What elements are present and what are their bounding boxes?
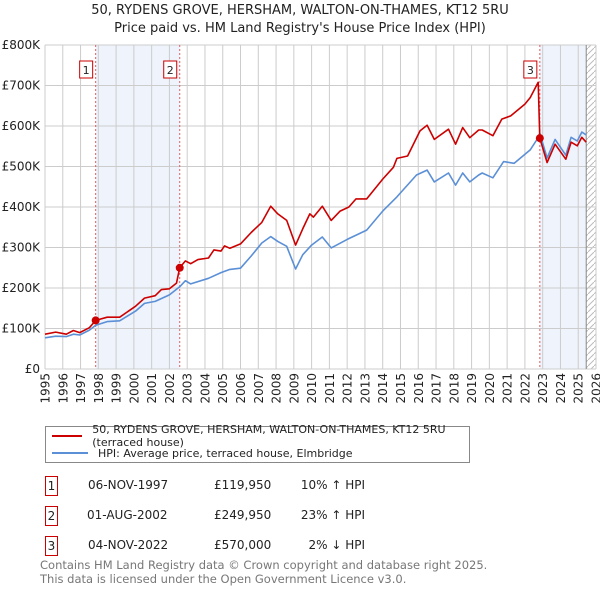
footer-licence: This data is licensed under the Open Gov… [40,572,407,586]
transaction-price: £249,950 [214,508,272,522]
x-tick-label: 1997 [74,373,88,404]
sale-marker-box [163,60,178,79]
x-tick-label: 2001 [145,373,159,404]
transaction-date: 04-NOV-2022 [88,538,169,552]
x-tick-label: 2013 [358,373,372,404]
x-tick-label: 2005 [216,373,230,404]
sale-marker-box [79,60,94,79]
x-tick-label: 2019 [465,373,479,404]
sale-point [535,134,544,143]
chart-subtitle: Price paid vs. HM Land Registry's House … [114,21,486,36]
sale-point [175,263,184,272]
sale-point [91,316,100,325]
x-tick-label: 2012 [341,373,355,404]
y-tick-label: £0 [25,362,40,376]
transaction-hpi: 10% ↑ HPI [300,478,365,492]
sale-marker-label: 2 [167,64,174,77]
x-tick-label: 2017 [430,373,444,404]
x-tick-label: 2004 [198,373,212,404]
x-tick-label: 2009 [287,373,301,404]
x-tick-label: 2023 [536,373,550,404]
x-tick-label: 2018 [447,373,461,404]
property-price-line [44,81,587,335]
x-tick-label: 1995 [39,373,53,404]
x-tick-label: 2025 [572,373,586,404]
x-tick-label: 2003 [181,373,195,404]
x-tick-label: 2014 [376,373,390,404]
legend-label: 50, RYDENS GROVE, HERSHAM, WALTON-ON-THA… [92,423,446,449]
chart-title: 50, RYDENS GROVE, HERSHAM, WALTON-ON-THA… [91,3,509,18]
legend: 50, RYDENS GROVE, HERSHAM, WALTON-ON-THA… [45,423,470,463]
marker-number: 1 [45,476,58,496]
legend-label: HPI: Average price, terraced house, Elmb… [98,446,353,460]
x-tick-label: 2011 [323,373,337,404]
transaction-hpi: 23% ↑ HPI [300,508,365,522]
hpi-line [44,131,587,339]
legend-blue-line [52,452,88,454]
x-tick-label: 2022 [518,373,532,404]
sale-marker-label: 3 [527,64,534,77]
x-tick-label: 2010 [305,373,319,404]
y-tick-label: £300K [2,241,42,255]
footer-copyright: Contains HM Land Registry data © Crown c… [40,558,488,572]
transaction-date: 01-AUG-2002 [87,508,168,522]
x-tick-label: 2007 [252,373,266,404]
x-tick-label: 2021 [501,373,515,404]
x-tick-label: 2026 [590,373,600,404]
x-tick-label: 2002 [163,373,177,404]
marker-number: 2 [45,506,58,526]
y-tick-label: £400K [2,200,42,214]
sale-marker-box [523,60,538,79]
x-tick-label: 1998 [92,373,106,404]
transaction-date: 06-NOV-1997 [88,478,169,492]
x-tick-label: 2016 [412,373,426,404]
x-tick-label: 2015 [394,373,408,404]
legend-red-line [52,435,83,437]
transaction-price: £570,000 [214,538,272,552]
x-tick-label: 2024 [554,373,568,404]
transaction-hpi: 2% ↓ HPI [308,538,365,552]
y-tick-label: £100K [2,322,42,336]
price-chart: 1995 1996 1997 1998 1999 2000 2001 2002 2003 2004… [2,38,600,404]
x-tick-label: 2000 [127,373,141,404]
legend-item-property: 50, RYDENS GROVE, HERSHAM, WALTON-ON-THA… [52,423,469,449]
y-tick-label: £500K [2,160,42,174]
x-tick-label: 2008 [270,373,284,404]
legend-item-hpi: HPI: Average price, terraced house, Elmb… [52,445,353,461]
x-tick-label: 1999 [110,373,124,404]
marker-number: 3 [45,536,58,556]
y-tick-label: £200K [2,281,42,295]
transaction-price: £119,950 [214,478,272,492]
x-tick-label: 1996 [56,373,70,404]
x-tick-label: 2020 [483,373,497,404]
x-tick-label: 2006 [234,373,248,404]
y-tick-label: £600K [2,119,42,133]
sale-marker-label: 1 [83,64,90,77]
y-tick-label: £800K [2,38,42,52]
y-tick-label: £700K [2,79,42,93]
